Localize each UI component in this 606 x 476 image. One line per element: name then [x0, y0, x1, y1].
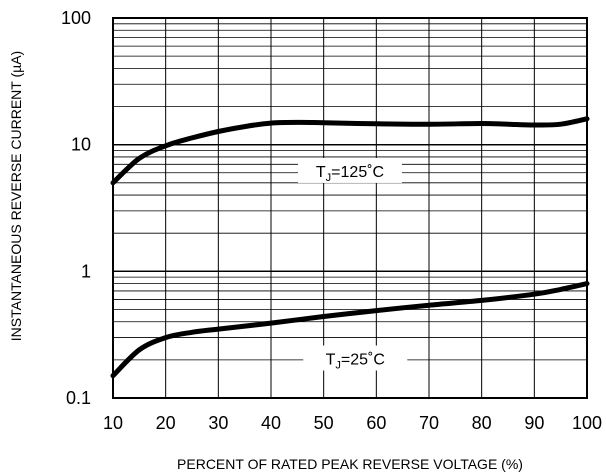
x-tick-label: 60 [366, 413, 386, 433]
curve-label: TJ=125˚C [316, 164, 384, 184]
y-tick-label: 10 [71, 135, 91, 155]
y-tick-label: 100 [61, 8, 91, 28]
x-tick-label: 30 [208, 413, 228, 433]
x-axis-title: PERCENT OF RATED PEAK REVERSE VOLTAGE (%… [177, 456, 523, 472]
y-tick-label: 1 [81, 261, 91, 281]
plot-grid [112, 17, 588, 399]
y-tick-label: 0.1 [66, 388, 91, 408]
curve-label: TJ=25˚C [326, 352, 385, 372]
data-curves [110, 116, 590, 379]
x-tick-label: 90 [524, 413, 544, 433]
curve-label-background [298, 157, 402, 183]
curve-label-background [303, 345, 408, 371]
x-tick-label: 100 [572, 413, 602, 433]
x-tick-label: 10 [103, 413, 123, 433]
plot-frame [112, 17, 588, 399]
x-tick-label: 40 [261, 413, 281, 433]
x-tick-label: 80 [472, 413, 492, 433]
y-axis-title: INSTANTANEOUS REVERSE CURRENT (µA) [8, 51, 24, 341]
curve-labels: TJ=125˚C TJ=25˚C [298, 157, 408, 372]
series-line [110, 116, 590, 186]
x-tick-label: 70 [419, 413, 439, 433]
x-tick-label: 20 [156, 413, 176, 433]
x-tick-labels: 10 20 30 40 50 60 70 80 90 100 [103, 413, 602, 433]
x-tick-label: 50 [314, 413, 334, 433]
y-tick-labels: 0.1 1 10 100 [61, 8, 91, 408]
series-line [110, 281, 590, 379]
